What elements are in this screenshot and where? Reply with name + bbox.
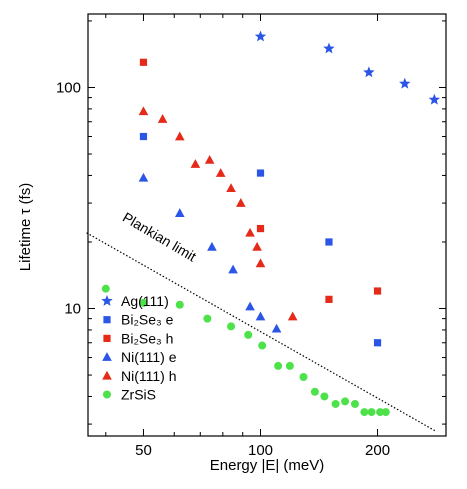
- ticks: 50 100 200 10 100: [56, 14, 447, 459]
- data-point-ni-111-e: [138, 172, 149, 182]
- x-tick-label: 50: [135, 442, 152, 459]
- x-tick-label: 200: [365, 442, 390, 459]
- data-point-ni-111-h: [236, 198, 246, 207]
- data-point-bi-se-e: [139, 132, 148, 141]
- data-point-ni-111-e: [245, 301, 255, 311]
- data-point-ni-111-h: [204, 154, 215, 164]
- data-point-zrsis: [203, 314, 212, 323]
- data-point-ni-111-h: [157, 114, 168, 123]
- data-point-bi-se-e: [256, 169, 265, 177]
- data-point-ni-111-h: [138, 106, 149, 116]
- legend-label-ni-111-e: Ni(111) e: [121, 349, 177, 365]
- data-point-zrsis: [360, 408, 369, 417]
- plankian-limit-label: Plankian limit: [120, 209, 199, 265]
- x-tick-label: 100: [248, 442, 273, 459]
- data-point-zrsis: [381, 408, 390, 417]
- data-point-ni-111-e: [255, 311, 266, 321]
- legend-label-zrsis: ZrSiS: [121, 387, 156, 403]
- data-point-bi-se-e: [373, 339, 382, 347]
- y-tick-label: 10: [64, 301, 81, 318]
- data-point-bi-se-h: [139, 58, 148, 66]
- data-point-zrsis: [310, 387, 319, 396]
- data-point-zrsis: [175, 300, 184, 309]
- legend-marker-bi-se-e: [103, 316, 111, 324]
- data-point-bi-se-h: [373, 287, 382, 295]
- data-point-zrsis: [244, 330, 253, 339]
- legend-marker-bi-se-h: [103, 334, 111, 342]
- axes-frame: [87, 13, 447, 437]
- data-point-zrsis: [350, 399, 359, 408]
- legend-marker-ag-111: [101, 295, 113, 306]
- data-point-zrsis: [299, 372, 308, 381]
- legend-label-ni-111-h: Ni(111) h: [121, 368, 177, 384]
- legend-marker-ni-111-e: [102, 352, 112, 361]
- reference-lines: [86, 232, 437, 432]
- data-point-zrsis: [367, 408, 376, 417]
- data-marks: [101, 30, 441, 417]
- data-point-ag-111: [254, 30, 267, 42]
- data-point-zrsis: [320, 392, 329, 401]
- data-point-zrsis: [101, 284, 110, 293]
- x-axis-title: Energy |E| (meV): [210, 457, 325, 474]
- y-tick-label: 100: [56, 79, 81, 96]
- data-point-ag-111: [399, 77, 411, 89]
- legend: Ag(111) Bi₂Se₃ e Bi₂Se₃ h Ni(111) e Ni(111) …: [101, 293, 177, 403]
- data-point-ni-111-e: [228, 264, 238, 274]
- data-point-zrsis: [341, 397, 350, 406]
- data-point-bi-se-e: [325, 238, 333, 246]
- data-point-ag-111: [428, 93, 441, 105]
- data-point-ni-111-h: [252, 241, 262, 251]
- data-point-zrsis: [274, 361, 283, 370]
- data-point-zrsis: [331, 399, 340, 408]
- data-point-zrsis: [258, 341, 267, 350]
- data-point-ag-111: [323, 42, 335, 54]
- data-point-ni-111-h: [287, 311, 298, 321]
- data-point-ni-111-e: [271, 323, 282, 333]
- legend-label-ag-111: Ag(111): [121, 293, 169, 309]
- data-point-ni-111-h: [255, 258, 266, 268]
- data-point-bi-se-h: [256, 224, 265, 233]
- y-axis-title: Lifetime τ (fs): [17, 183, 34, 271]
- data-point-ni-111-e: [174, 208, 185, 217]
- legend-label-bi-se-e: Bi₂Se₃ e: [121, 312, 174, 328]
- data-point-ni-111-h: [226, 183, 236, 193]
- data-point-zrsis: [285, 361, 294, 370]
- legend-marker-ni-111-h: [102, 370, 112, 380]
- legend-label-bi-se-h: Bi₂Se₃ h: [121, 330, 173, 346]
- data-point-ag-111: [363, 66, 375, 78]
- data-point-ni-111-h: [174, 131, 185, 141]
- data-point-ni-111-e: [207, 241, 217, 251]
- data-point-ni-111-h: [245, 227, 255, 237]
- data-point-ni-111-h: [215, 168, 226, 177]
- legend-marker-zrsis: [103, 390, 111, 399]
- data-point-zrsis: [227, 322, 236, 331]
- plot-frame: [87, 13, 447, 437]
- plankian-limit-line: [86, 232, 437, 432]
- data-point-zrsis: [139, 298, 148, 307]
- data-point-zrsis: [376, 408, 385, 417]
- data-point-bi-se-h: [325, 295, 333, 303]
- data-point-ni-111-h: [190, 159, 201, 168]
